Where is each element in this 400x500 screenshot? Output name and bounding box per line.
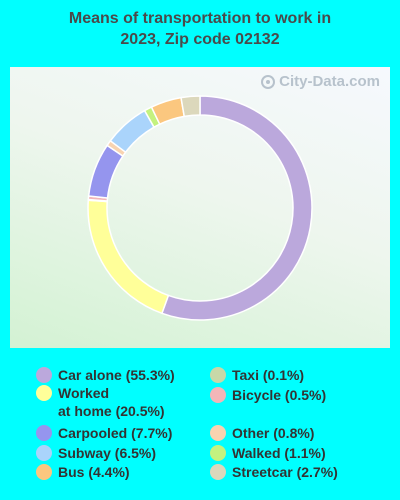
legend-item-carpooled: Carpooled (7.7%) bbox=[36, 424, 172, 442]
legend-item-other: Other (0.8%) bbox=[210, 424, 314, 442]
donut-chart bbox=[87, 95, 313, 321]
legend-swatch bbox=[210, 425, 226, 441]
donut-slice-car-alone bbox=[160, 95, 313, 321]
legend-swatch bbox=[36, 425, 52, 441]
legend-label: Other (0.8%) bbox=[232, 425, 315, 441]
legend-label: Taxi (0.1%) bbox=[232, 367, 305, 383]
chart-title: Means of transportation to work in 2023,… bbox=[0, 8, 400, 50]
legend-swatch bbox=[210, 464, 226, 480]
legend-item-worked-at-home: Worked at home (20.5%) bbox=[36, 384, 165, 420]
city-data-logo-icon bbox=[261, 74, 276, 89]
chart-panel: City-Data.com bbox=[10, 67, 390, 348]
legend-swatch bbox=[36, 445, 52, 461]
legend-swatch bbox=[36, 464, 52, 480]
legend-label: Car alone (55.3%) bbox=[58, 367, 175, 383]
legend-swatch bbox=[210, 367, 226, 383]
legend-label: Bus (4.4%) bbox=[58, 464, 130, 480]
legend-label: Streetcar (2.7%) bbox=[232, 464, 338, 480]
legend-swatch bbox=[36, 367, 52, 383]
legend-label: Walked (1.1%) bbox=[232, 445, 326, 461]
legend-item-subway: Subway (6.5%) bbox=[36, 444, 156, 462]
legend-label: Worked at home (20.5%) bbox=[58, 385, 165, 419]
legend-item-walked: Walked (1.1%) bbox=[210, 444, 326, 462]
donut-slice-worked-at-home bbox=[87, 199, 170, 315]
legend-label: Carpooled (7.7%) bbox=[58, 425, 173, 441]
watermark-text: City-Data.com bbox=[279, 73, 380, 90]
legend-item-bus: Bus (4.4%) bbox=[36, 463, 130, 481]
donut-slice-streetcar bbox=[180, 95, 201, 118]
legend-item-car-alone: Car alone (55.3%) bbox=[36, 366, 175, 384]
legend-swatch bbox=[210, 445, 226, 461]
chart-title-line-2: 2023, Zip code 02132 bbox=[120, 31, 280, 48]
watermark: City-Data.com bbox=[261, 73, 380, 90]
legend-label: Bicycle (0.5%) bbox=[232, 387, 327, 403]
legend-swatch bbox=[36, 385, 52, 401]
legend-item-taxi: Taxi (0.1%) bbox=[210, 366, 304, 384]
chart-title-line-1: Means of transportation to work in bbox=[68, 10, 332, 27]
legend-label: Subway (6.5%) bbox=[58, 445, 157, 461]
legend-item-bicycle: Bicycle (0.5%) bbox=[210, 386, 326, 404]
chart-legend: Car alone (55.3%) Worked at home (20.5%) C… bbox=[0, 366, 400, 496]
legend-swatch bbox=[210, 387, 226, 403]
legend-item-streetcar: Streetcar (2.7%) bbox=[210, 463, 338, 481]
